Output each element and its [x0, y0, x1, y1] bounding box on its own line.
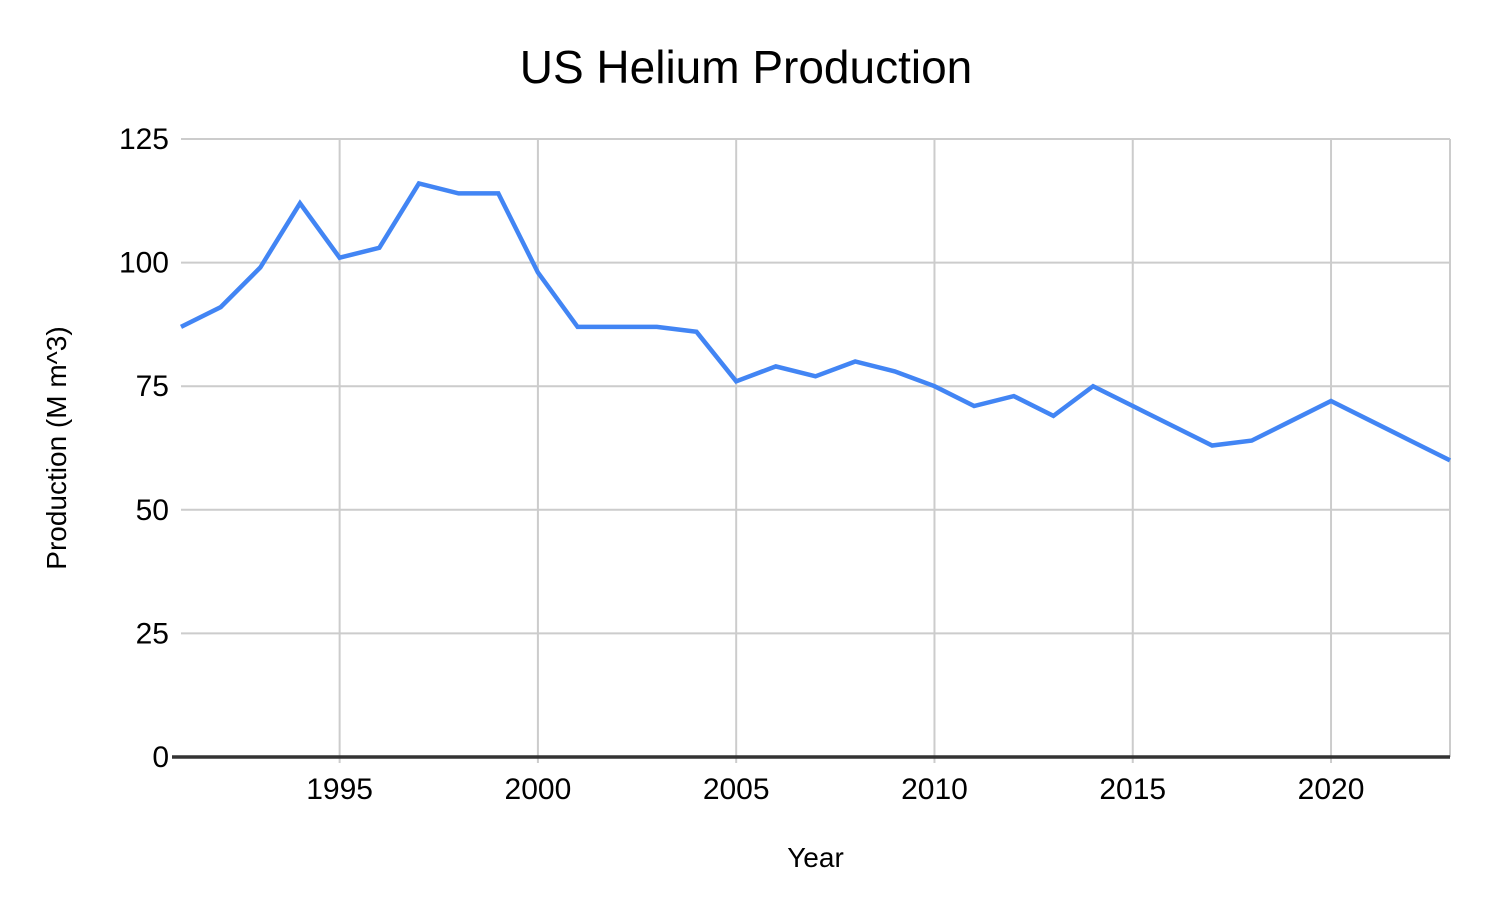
y-tick-label: 75: [136, 370, 169, 403]
data-line-us-helium-production: [179, 180, 1452, 463]
y-tick-label: 25: [136, 617, 169, 650]
x-tick-label: 2010: [901, 773, 968, 806]
y-tick-label: 0: [152, 741, 169, 774]
y-tick-label: 100: [119, 247, 169, 280]
chart-title: US Helium Production: [519, 41, 973, 93]
x-tick-label: 2005: [703, 773, 770, 806]
x-tick-label: 1995: [306, 773, 373, 806]
x-tick-label: 2000: [505, 773, 572, 806]
x-axis-title: Year: [787, 842, 844, 873]
x-tick-label: 2015: [1099, 773, 1166, 806]
y-tick-label: 125: [119, 123, 169, 156]
y-tick-label: 50: [136, 494, 169, 527]
x-tick-label: 2020: [1298, 773, 1365, 806]
